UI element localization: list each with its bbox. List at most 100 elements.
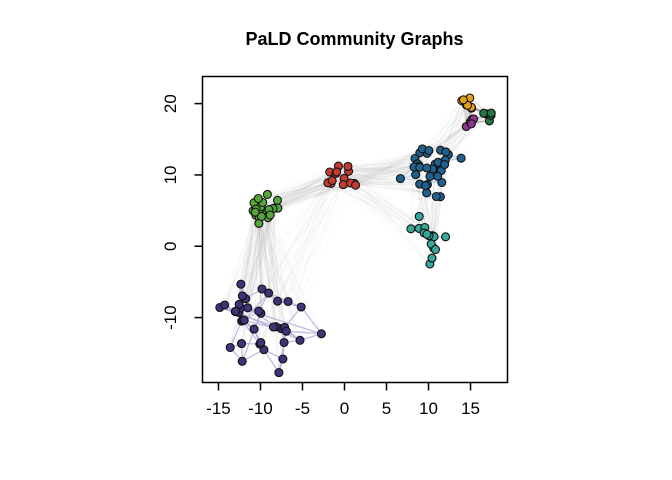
graph-node-green [262, 189, 272, 199]
between-community-edge [431, 182, 443, 237]
axes-layer: -15 -10 -5 0 5 10 15 -10 0 10 20 [161, 75, 509, 418]
between-community-edge [258, 222, 302, 308]
graph-node-violet [234, 299, 244, 309]
graph-node-blue [424, 146, 434, 156]
between-community-edge [347, 165, 438, 177]
between-community-edge [330, 182, 435, 249]
between-community-edge [421, 100, 463, 150]
between-community-edge [277, 182, 329, 201]
between-community-edge [241, 202, 255, 362]
between-community-edge [253, 202, 284, 360]
between-community-edge [348, 170, 431, 265]
between-community-edge [258, 222, 262, 314]
between-community-edge [355, 183, 421, 186]
between-community-edge [418, 126, 467, 166]
between-community-edge [259, 182, 332, 207]
between-community-edge [255, 208, 265, 351]
x-axis-tick-label: -5 [295, 399, 310, 418]
between-community-edge [229, 210, 254, 348]
between-community-edge [348, 166, 419, 172]
between-community-edge [261, 215, 287, 332]
graph-node-blue [431, 191, 441, 202]
graph-node-violet [243, 303, 253, 313]
between-community-edge [335, 173, 427, 187]
between-community-edge [258, 217, 265, 351]
between-community-edge [261, 215, 277, 328]
between-community-edge [347, 165, 437, 197]
graph-node-red [351, 180, 361, 190]
x-axis-tick-label: 5 [382, 399, 391, 418]
between-community-edge [268, 199, 278, 294]
between-community-edge [353, 163, 418, 184]
graph-node-violet [220, 300, 230, 310]
between-community-edge [445, 115, 492, 153]
between-community-edge [261, 215, 263, 290]
between-community-edge [259, 205, 322, 335]
between-community-edge [241, 217, 260, 362]
between-community-edge [348, 170, 437, 197]
between-community-edge [330, 182, 420, 229]
graph-node-green [250, 207, 260, 217]
between-community-edge [433, 154, 449, 249]
between-community-edge [264, 214, 302, 308]
between-community-edge [268, 209, 287, 332]
graph-node-red [327, 175, 337, 186]
x-axis-tick-label: -10 [248, 399, 273, 418]
between-community-edge [347, 165, 431, 265]
between-community-edge [348, 170, 431, 265]
between-community-edge [277, 173, 337, 201]
between-community-edge [348, 154, 449, 172]
between-community-edge [229, 217, 269, 348]
between-community-edge [355, 148, 423, 186]
graph-node-teal [406, 224, 416, 234]
graph-node-teal [427, 253, 437, 263]
between-community-edge [350, 163, 418, 184]
graph-node-red [338, 180, 348, 190]
between-community-edge [433, 196, 437, 238]
graph-node-blue [437, 177, 447, 188]
x-axis-tick-label: 10 [419, 399, 438, 418]
between-community-edge [272, 207, 275, 328]
within-community-edge [239, 307, 323, 335]
graph-node-red [332, 167, 342, 177]
within-community-edge [285, 330, 323, 335]
plot-box [201, 75, 509, 384]
graph-node-blue [421, 181, 431, 191]
between-community-edges-layer [219, 97, 492, 374]
between-community-edge [329, 171, 441, 198]
between-community-edge [262, 202, 286, 328]
between-community-edge [229, 215, 262, 348]
between-community-edge [353, 182, 426, 228]
between-community-edge [350, 154, 449, 184]
y-axis-tick-label: 20 [161, 94, 180, 113]
between-community-edge [348, 170, 438, 177]
between-community-edge [419, 183, 435, 238]
graph-node-violet [296, 302, 306, 312]
graph-node-violet [279, 337, 289, 348]
graph-node-violet [254, 306, 264, 316]
within-community-edge [229, 320, 243, 349]
between-community-edge [219, 205, 261, 308]
between-community-edge [347, 165, 438, 177]
graph-node-blue [425, 171, 435, 181]
between-community-edge [343, 152, 421, 179]
between-community-edge [342, 148, 423, 186]
between-community-edge [415, 104, 467, 176]
between-community-edge [272, 208, 284, 360]
between-community-edge [327, 182, 420, 229]
between-community-edge [426, 192, 447, 238]
graph-node-blue [411, 170, 421, 180]
graph-node-green [272, 195, 283, 205]
between-community-edge [329, 158, 416, 173]
graph-node-violet [264, 288, 274, 298]
within-community-edge [241, 312, 262, 362]
between-community-edge [252, 165, 339, 212]
between-community-edge [268, 182, 355, 211]
graph-node-blue [432, 171, 443, 181]
between-community-edge [421, 115, 492, 150]
between-community-edge [260, 206, 274, 328]
between-community-edge [260, 182, 329, 208]
between-community-edge [355, 148, 423, 186]
between-community-edge [418, 112, 492, 166]
between-community-edge [273, 184, 344, 209]
